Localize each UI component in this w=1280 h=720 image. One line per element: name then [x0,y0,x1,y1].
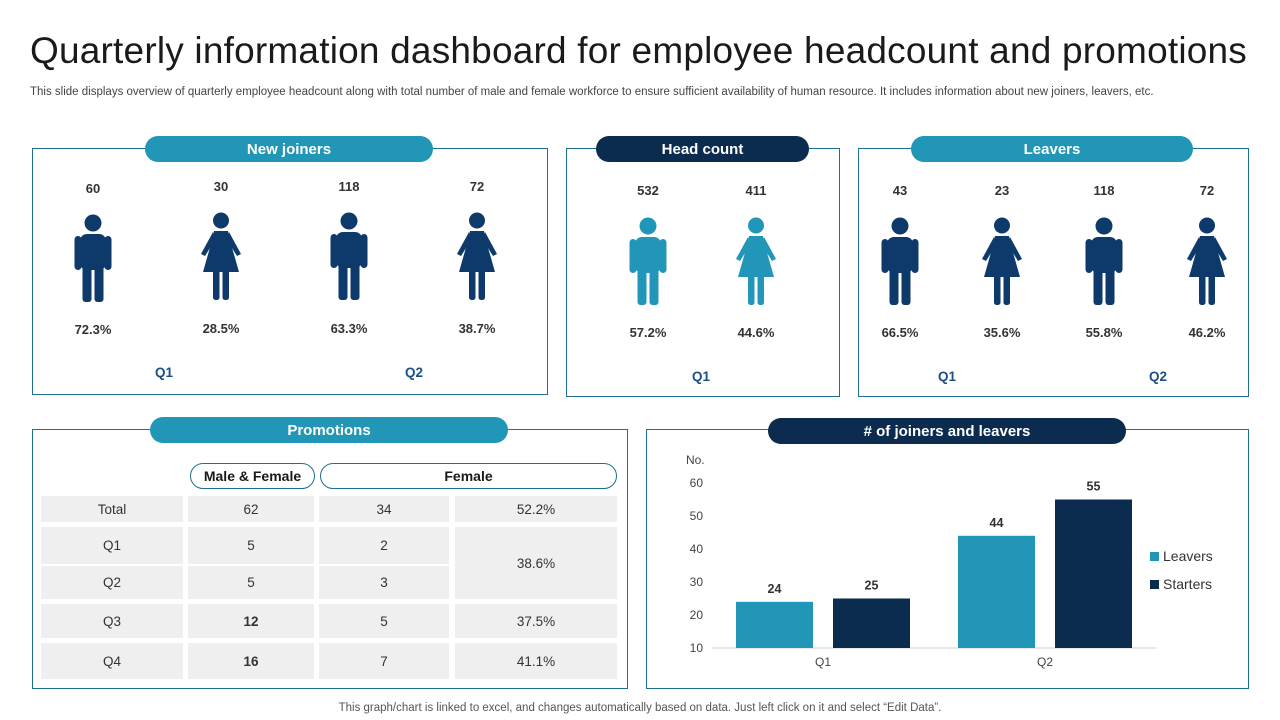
promotions-cell-percent: 37.5% [455,604,617,638]
quarter-label: Q2 [1148,369,1167,384]
female-person-icon [197,212,245,307]
leavers-panel [858,148,1249,397]
promotions-cell-mf: 5 [188,566,314,599]
leavers-value-2: 23 [994,183,1010,198]
promotions-cell-label: Q2 [41,566,183,599]
joiners-leavers-panel [646,429,1249,689]
head-count-value-2: 411 [745,183,767,198]
male-person-icon [329,212,369,307]
leavers-percent-4: 46.2% [1188,325,1226,340]
promotions-cell-female: 2 [319,527,449,564]
quarter-label: Q1 [937,369,956,384]
promotions-cell-female: 3 [319,566,449,599]
page-title: Quarterly information dashboard for empl… [30,30,1248,71]
new-joiners-value-3: 118 [338,179,360,194]
new-joiners-value-1: 60 [85,181,101,196]
male-person-icon [73,214,113,309]
head-count-percent-2: 44.6% [737,325,775,340]
promotions-pill: Promotions [150,417,508,443]
new-joiners-percent-4: 38.7% [458,321,496,336]
new-joiners-percent-2: 28.5% [202,321,240,336]
promotions-cell-percent: 41.1% [455,643,617,679]
head-count-value-1: 532 [637,183,659,198]
promotions-cell-mf: 16 [188,643,314,679]
quarter-label: Q1 [154,365,173,380]
head-count-percent-1: 57.2% [629,325,667,340]
male-person-icon [1084,217,1124,312]
female-person-icon [732,217,780,312]
promotions-cell-label: Total [41,496,183,522]
leavers-value-4: 72 [1199,183,1215,198]
female-person-icon [1183,217,1231,312]
quarter-label: Q1 [691,369,710,384]
leavers-percent-2: 35.6% [983,325,1021,340]
column-header-female: Female [320,463,617,489]
leavers-value-1: 43 [892,183,908,198]
leavers-value-3: 118 [1093,183,1115,198]
female-person-icon [453,212,501,307]
new-joiners-pill: New joiners [145,136,433,162]
female-person-icon [978,217,1026,312]
male-person-icon [628,217,668,312]
joiners-leavers-pill: # of joiners and leavers [768,418,1126,444]
promotions-cell-female: 34 [319,496,449,522]
promotions-cell-mf: 62 [188,496,314,522]
new-joiners-percent-3: 63.3% [330,321,368,336]
promotions-cell-percent: 52.2% [455,496,617,522]
new-joiners-value-2: 30 [213,179,229,194]
promotions-cell-female: 7 [319,643,449,679]
leavers-pill: Leavers [911,136,1193,162]
column-header-male-female: Male & Female [190,463,315,489]
promotions-cell-label: Q1 [41,527,183,564]
footer-note: This graph/chart is linked to excel, and… [338,702,942,714]
promotions-cell-mf: 5 [188,527,314,564]
promotions-cell-percent-merged: 38.6% [455,527,617,599]
promotions-cell-label: Q4 [41,643,183,679]
new-joiners-value-4: 72 [469,179,485,194]
male-person-icon [880,217,920,312]
new-joiners-percent-1: 72.3% [74,322,112,337]
promotions-cell-label: Q3 [41,604,183,638]
promotions-cell-mf: 12 [188,604,314,638]
leavers-percent-3: 55.8% [1085,325,1123,340]
page-subtitle: This slide displays overview of quarterl… [30,86,1154,98]
quarter-label: Q2 [404,365,423,380]
head-count-pill: Head count [596,136,809,162]
head-count-panel [566,148,840,397]
promotions-cell-female: 5 [319,604,449,638]
leavers-percent-1: 66.5% [881,325,919,340]
